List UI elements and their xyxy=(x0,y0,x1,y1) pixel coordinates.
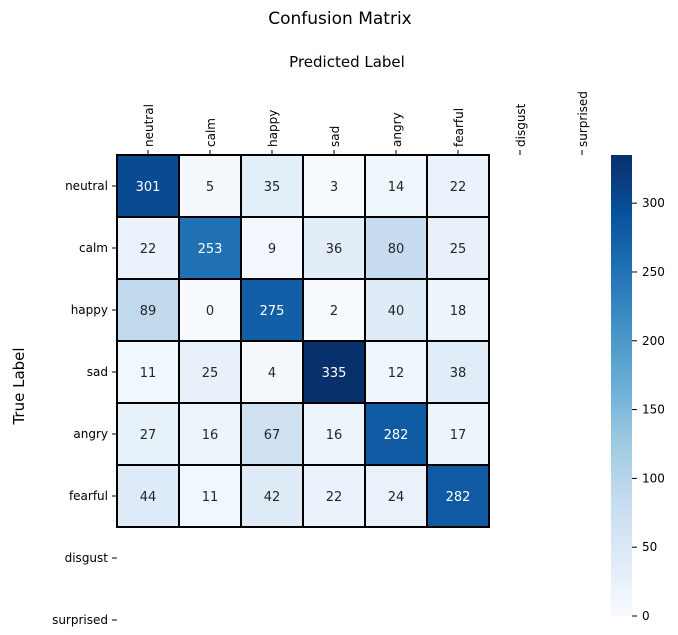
y-tick-label: calm xyxy=(79,241,108,255)
heatmap-cell xyxy=(426,154,490,218)
x-axis-label: Predicted Label xyxy=(289,53,405,71)
heatmap-cell xyxy=(240,402,304,466)
x-tick-label: happy xyxy=(266,110,280,147)
y-tick-label: surprised xyxy=(52,613,108,627)
heatmap-cell xyxy=(364,464,428,528)
heatmap-cell xyxy=(426,402,490,466)
heatmap-cell xyxy=(178,340,242,404)
x-tick-label: angry xyxy=(390,112,404,147)
cell-value: 301 xyxy=(136,180,161,195)
heatmap-cell xyxy=(116,340,180,404)
heatmap-cell xyxy=(302,340,366,404)
heatmap-cell xyxy=(302,278,366,342)
heatmap-cells xyxy=(116,154,490,528)
y-tick-label: sad xyxy=(87,365,108,379)
cell-value: 27 xyxy=(140,428,157,443)
heatmap-cell xyxy=(178,216,242,280)
cell-value: 282 xyxy=(446,490,471,505)
y-axis-label: True Label xyxy=(10,347,28,425)
cell-value: 275 xyxy=(260,304,285,319)
cell-value: 35 xyxy=(264,180,281,195)
cell-value: 80 xyxy=(388,242,405,257)
x-tick-labels: neutral calm happy sad angry fearful disgust su… xyxy=(142,91,590,155)
heatmap-cell xyxy=(302,464,366,528)
heatmap-cell xyxy=(178,154,242,218)
y-tick-label: neutral xyxy=(65,179,108,193)
cell-value-labels: 301 5 35 3 14 22 22 253 9 36 80 25 89 0 275 2 40 18 11 25 4 3… xyxy=(136,180,471,505)
cell-value: 42 xyxy=(264,490,281,505)
colorbar-tick-label: 50 xyxy=(642,540,657,554)
cell-value: 25 xyxy=(450,242,467,257)
heatmap-cell xyxy=(426,340,490,404)
heatmap-cell xyxy=(426,278,490,342)
cell-value: 67 xyxy=(264,428,281,443)
colorbar-ticks: 0 50 100 150 200 250 300 xyxy=(632,196,665,623)
cell-value: 0 xyxy=(206,304,214,319)
cell-value: 40 xyxy=(388,304,405,319)
heatmap-cell xyxy=(426,464,490,528)
cell-value: 18 xyxy=(450,304,467,319)
y-tick-label: happy xyxy=(71,303,108,317)
x-tick-label: fearful xyxy=(452,108,466,147)
cell-value: 335 xyxy=(322,366,347,381)
y-tick-label: disgust xyxy=(65,551,109,565)
y-tick-label: angry xyxy=(73,427,108,441)
cell-value: 89 xyxy=(140,304,157,319)
y-tick-label: fearful xyxy=(69,489,108,503)
heatmap-cell xyxy=(240,340,304,404)
cell-value: 4 xyxy=(268,366,276,381)
x-tick-label: neutral xyxy=(142,104,156,147)
cell-value: 22 xyxy=(140,242,157,257)
cell-value: 22 xyxy=(326,490,343,505)
colorbar-tick-label: 300 xyxy=(642,196,665,210)
x-tick-label: calm xyxy=(204,118,218,147)
cell-value: 38 xyxy=(450,366,467,381)
colorbar-tick-label: 0 xyxy=(642,609,650,623)
heatmap-cell xyxy=(426,216,490,280)
x-tick-label: surprised xyxy=(576,91,590,147)
chart-title: Confusion Matrix xyxy=(268,9,412,29)
cell-value: 17 xyxy=(450,428,467,443)
y-tick-labels: neutral calm happy sad angry fearful disgust su… xyxy=(52,179,117,627)
cell-value: 16 xyxy=(202,428,219,443)
heatmap-cell xyxy=(302,216,366,280)
x-tick-label: sad xyxy=(328,126,342,147)
cell-value: 36 xyxy=(326,242,343,257)
cell-value: 9 xyxy=(268,242,276,257)
colorbar-tick-label: 150 xyxy=(642,403,665,417)
heatmap-cell xyxy=(364,278,428,342)
cell-value: 14 xyxy=(388,180,405,195)
heatmap-cell xyxy=(116,464,180,528)
cell-value: 5 xyxy=(206,180,214,195)
colorbar xyxy=(611,155,632,616)
colorbar-tick-label: 200 xyxy=(642,334,665,348)
x-tick-label: disgust xyxy=(514,103,528,147)
cell-value: 11 xyxy=(202,490,219,505)
cell-value: 22 xyxy=(450,180,467,195)
heatmap-cell xyxy=(178,278,242,342)
cell-value: 16 xyxy=(326,428,343,443)
colorbar-tick-label: 250 xyxy=(642,265,665,279)
cell-value: 11 xyxy=(140,366,157,381)
cell-value: 24 xyxy=(388,490,405,505)
cell-value: 253 xyxy=(198,242,223,257)
cell-value: 12 xyxy=(388,366,405,381)
cell-value: 2 xyxy=(330,304,338,319)
colorbar-tick-label: 100 xyxy=(642,471,665,485)
heatmap-cell xyxy=(364,340,428,404)
cell-value: 3 xyxy=(330,180,338,195)
cell-value: 44 xyxy=(140,490,157,505)
heatmap-cell xyxy=(364,402,428,466)
cell-value: 282 xyxy=(384,428,409,443)
cell-value: 25 xyxy=(202,366,219,381)
